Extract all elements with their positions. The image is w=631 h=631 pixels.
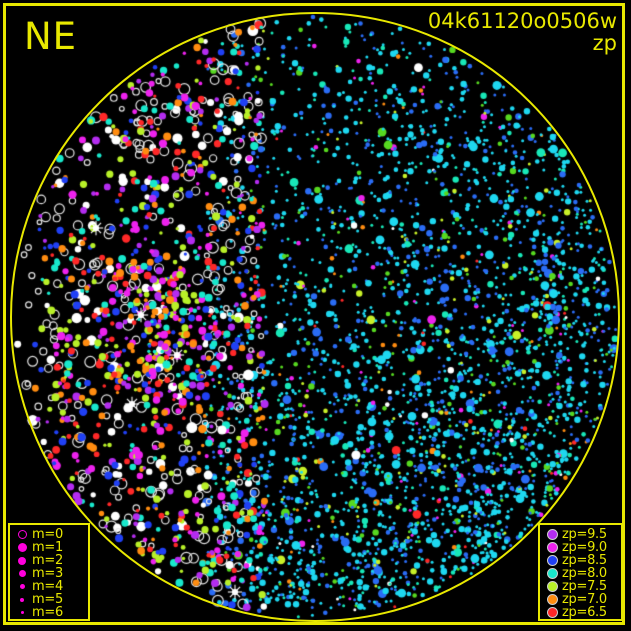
zeropoint-legend-row: zp=9.5: [544, 528, 617, 541]
magnitude-marker-icon: [14, 593, 30, 606]
magnitude-marker-icon: [14, 606, 30, 619]
zeropoint-color-swatch-icon: [544, 593, 560, 606]
magnitude-legend-label: m=1: [32, 540, 63, 555]
zeropoint-color-swatch-icon: [544, 606, 560, 619]
magnitude-legend-label: m=2: [32, 553, 63, 568]
quantity-label: zp: [592, 31, 617, 55]
zeropoint-color-swatch-icon: [544, 580, 560, 593]
magnitude-legend-row: m=3: [14, 567, 84, 580]
frame-id-label: 04k61120o0506w: [427, 9, 617, 33]
zeropoint-legend-row: zp=9.0: [544, 541, 617, 554]
zeropoint-legend-label: zp=9.5: [562, 527, 607, 542]
zeropoint-legend-row: zp=7.5: [544, 580, 617, 593]
zeropoint-legend-row: zp=8.5: [544, 554, 617, 567]
magnitude-legend-row: m=1: [14, 541, 84, 554]
magnitude-marker-icon: [14, 528, 30, 541]
zeropoint-legend-row: zp=8.0: [544, 567, 617, 580]
magnitude-legend-label: m=6: [32, 605, 63, 620]
magnitude-marker-icon: [14, 567, 30, 580]
magnitude-legend-row: m=2: [14, 554, 84, 567]
zeropoint-color-swatch-icon: [544, 528, 560, 541]
zeropoint-color-swatch-icon: [544, 554, 560, 567]
zeropoint-legend-label: zp=6.5: [562, 605, 607, 620]
zeropoint-legend-label: zp=7.5: [562, 579, 607, 594]
magnitude-legend: m=0 m=1 m=2 m=3 m=4 m=5 m=6: [8, 523, 90, 621]
magnitude-legend-label: m=4: [32, 579, 63, 594]
zeropoint-legend-label: zp=8.5: [562, 553, 607, 568]
direction-label-ne: NE: [24, 15, 78, 58]
zeropoint-legend-label: zp=7.0: [562, 592, 607, 607]
zeropoint-legend-label: zp=8.0: [562, 566, 607, 581]
zeropoint-legend-row: zp=6.5: [544, 606, 617, 619]
magnitude-legend-label: m=5: [32, 592, 63, 607]
zeropoint-legend: zp=9.5 zp=9.0 zp=8.5 zp=8.0 zp=7.5 zp=7.0 zp=6…: [538, 523, 623, 621]
zeropoint-color-swatch-icon: [544, 567, 560, 580]
magnitude-legend-row: m=5: [14, 593, 84, 606]
zeropoint-legend-row: zp=7.0: [544, 593, 617, 606]
zeropoint-legend-label: zp=9.0: [562, 540, 607, 555]
magnitude-legend-row: m=0: [14, 528, 84, 541]
magnitude-legend-label: m=3: [32, 566, 63, 581]
zeropoint-color-swatch-icon: [544, 541, 560, 554]
magnitude-marker-icon: [14, 580, 30, 593]
magnitude-marker-icon: [14, 541, 30, 554]
magnitude-legend-label: m=0: [32, 527, 63, 542]
magnitude-legend-row: m=4: [14, 580, 84, 593]
magnitude-legend-row: m=6: [14, 606, 84, 619]
magnitude-marker-icon: [14, 554, 30, 567]
